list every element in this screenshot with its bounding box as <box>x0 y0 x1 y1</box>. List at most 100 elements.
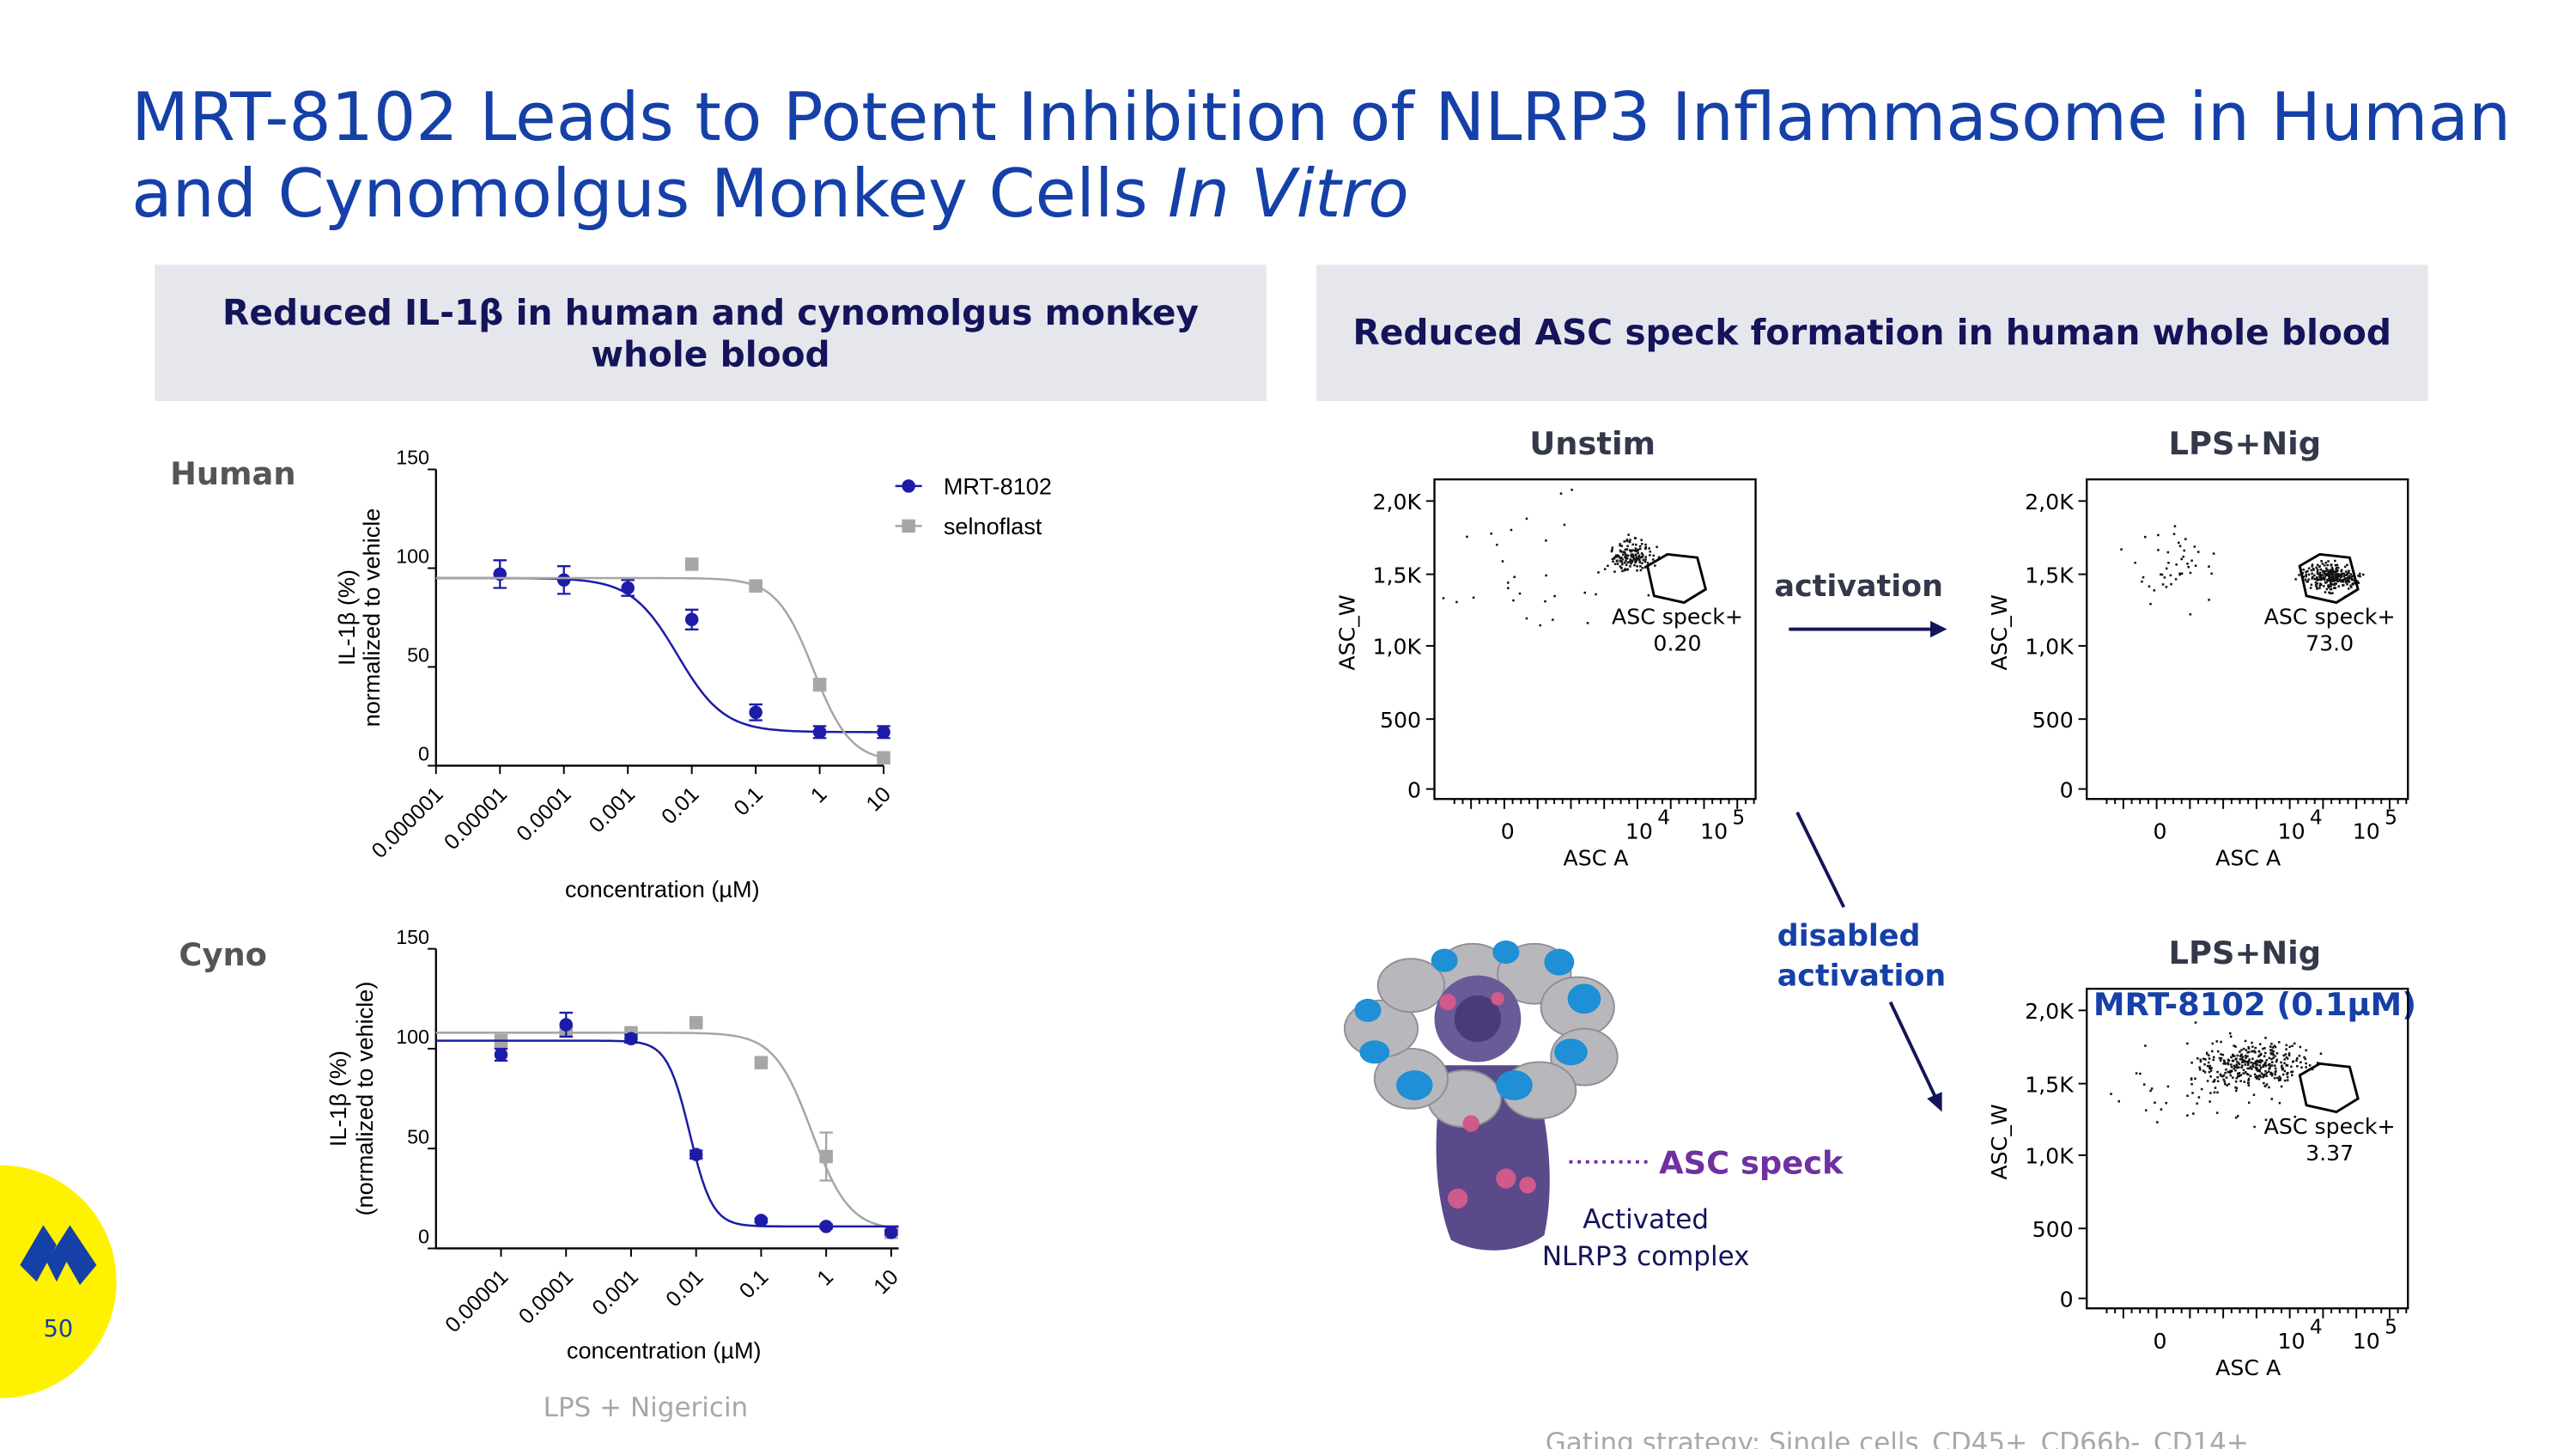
event-dot <box>2257 1050 2261 1053</box>
event-dot <box>2305 1049 2307 1052</box>
event-dot <box>1622 551 1625 554</box>
event-dot <box>2359 572 2361 575</box>
event-dot <box>2178 541 2180 545</box>
event-dot <box>2330 570 2333 574</box>
event-dot <box>2209 1075 2212 1078</box>
event-dot <box>2156 1121 2159 1123</box>
y-axis-label: IL-1β (%) <box>333 569 360 666</box>
event-dot <box>2275 1058 2278 1062</box>
event-dot <box>2270 1074 2274 1077</box>
flow-y-tick-label: 2,0K <box>2025 490 2075 514</box>
event-dot <box>2319 576 2322 580</box>
event-dot <box>2142 575 2145 579</box>
event-dot <box>2344 570 2348 573</box>
event-dot <box>2190 1078 2193 1081</box>
y-tick-label: 100 <box>396 545 429 568</box>
event-dot <box>1640 552 1643 555</box>
event-dot <box>2310 583 2313 587</box>
event-dot <box>1631 543 1634 546</box>
event-dot <box>1583 591 1587 594</box>
event-dot <box>2269 1045 2272 1048</box>
event-dot <box>2319 568 2322 571</box>
y-tick-label: 0 <box>418 743 429 765</box>
event-dot <box>1525 617 1528 620</box>
event-dot <box>2348 571 2350 575</box>
event-dot <box>2322 576 2325 579</box>
title-text: and Cynomolgus Monkey Cells <box>131 155 1148 233</box>
event-dot <box>2299 1045 2302 1049</box>
event-dot <box>2323 585 2325 588</box>
event-dot <box>1656 545 1658 549</box>
event-dot <box>1640 539 1643 541</box>
event-dot <box>2240 1066 2243 1068</box>
event-dot <box>2283 1079 2287 1082</box>
data-point <box>621 581 635 595</box>
event-dot <box>2336 566 2340 569</box>
event-dot <box>2245 1049 2248 1051</box>
event-dot <box>2256 1061 2258 1063</box>
event-dot <box>1641 566 1644 569</box>
plot-title: LPS+Nig <box>2169 935 2322 971</box>
event-dot <box>2161 583 2165 586</box>
event-dot <box>2180 572 2184 575</box>
event-dot <box>2209 1092 2212 1094</box>
left-header: whole blood <box>591 333 829 374</box>
event-dot <box>2357 581 2360 584</box>
event-dot <box>2242 1068 2245 1071</box>
event-dot <box>1571 488 1573 491</box>
event-dot <box>2212 552 2215 555</box>
event-dot <box>2224 1071 2227 1075</box>
event-dot <box>2220 1053 2222 1056</box>
event-dot <box>2336 578 2338 581</box>
event-dot <box>2241 1064 2244 1067</box>
event-dot <box>2311 577 2313 580</box>
event-dot <box>2293 1115 2297 1118</box>
event-dot <box>2280 1085 2283 1088</box>
event-dot <box>2246 1051 2250 1054</box>
event-dot <box>2270 1064 2274 1067</box>
event-dot <box>2305 575 2308 578</box>
event-dot <box>2258 1043 2262 1045</box>
gate-value: 73.0 <box>2306 631 2354 656</box>
event-dot <box>1525 517 1528 521</box>
event-dot <box>2246 1081 2250 1084</box>
gate <box>2298 1062 2360 1114</box>
event-dot <box>2291 1070 2294 1073</box>
event-dot <box>2233 1044 2235 1047</box>
event-dot <box>2239 1080 2242 1082</box>
event-dot <box>2254 1060 2257 1063</box>
event-dot <box>2190 559 2193 563</box>
event-dot <box>1657 556 1661 559</box>
event-dot <box>2242 1072 2245 1075</box>
y-tick-label: 150 <box>396 447 429 469</box>
event-dot <box>2326 574 2330 576</box>
event-dot <box>2273 1044 2276 1047</box>
event-dot <box>2280 1061 2282 1064</box>
plot-title: MRT-8102 (0.1µM) <box>2093 986 2416 1023</box>
asc-speck-label: ASC speck <box>1659 1144 1844 1181</box>
event-dot <box>2169 574 2172 577</box>
flow-y-tick-label: 1,0K <box>1372 635 1422 660</box>
event-dot <box>2344 577 2347 580</box>
event-dot <box>2330 582 2332 586</box>
event-dot <box>2218 1056 2221 1060</box>
event-dot <box>2239 1058 2242 1061</box>
event-dot <box>2234 1116 2238 1119</box>
event-dot <box>1648 547 1650 550</box>
event-dot <box>2335 568 2337 570</box>
event-dot <box>2257 1078 2261 1081</box>
event-dot <box>1626 554 1630 557</box>
event-dot <box>2285 1044 2288 1047</box>
event-dot <box>2324 581 2327 584</box>
event-dot <box>1544 600 1546 603</box>
event-dot <box>2191 1092 2194 1094</box>
event-dot <box>2165 1101 2168 1105</box>
event-dot <box>2174 578 2178 581</box>
event-dot <box>2242 1047 2245 1050</box>
y-axis-label: (normalized to vehicle) <box>351 982 378 1216</box>
event-dot <box>1646 562 1649 564</box>
event-dot <box>2357 575 2360 577</box>
event-dot <box>2166 551 2170 554</box>
event-dot <box>1623 540 1626 543</box>
event-dot <box>2220 1075 2222 1077</box>
